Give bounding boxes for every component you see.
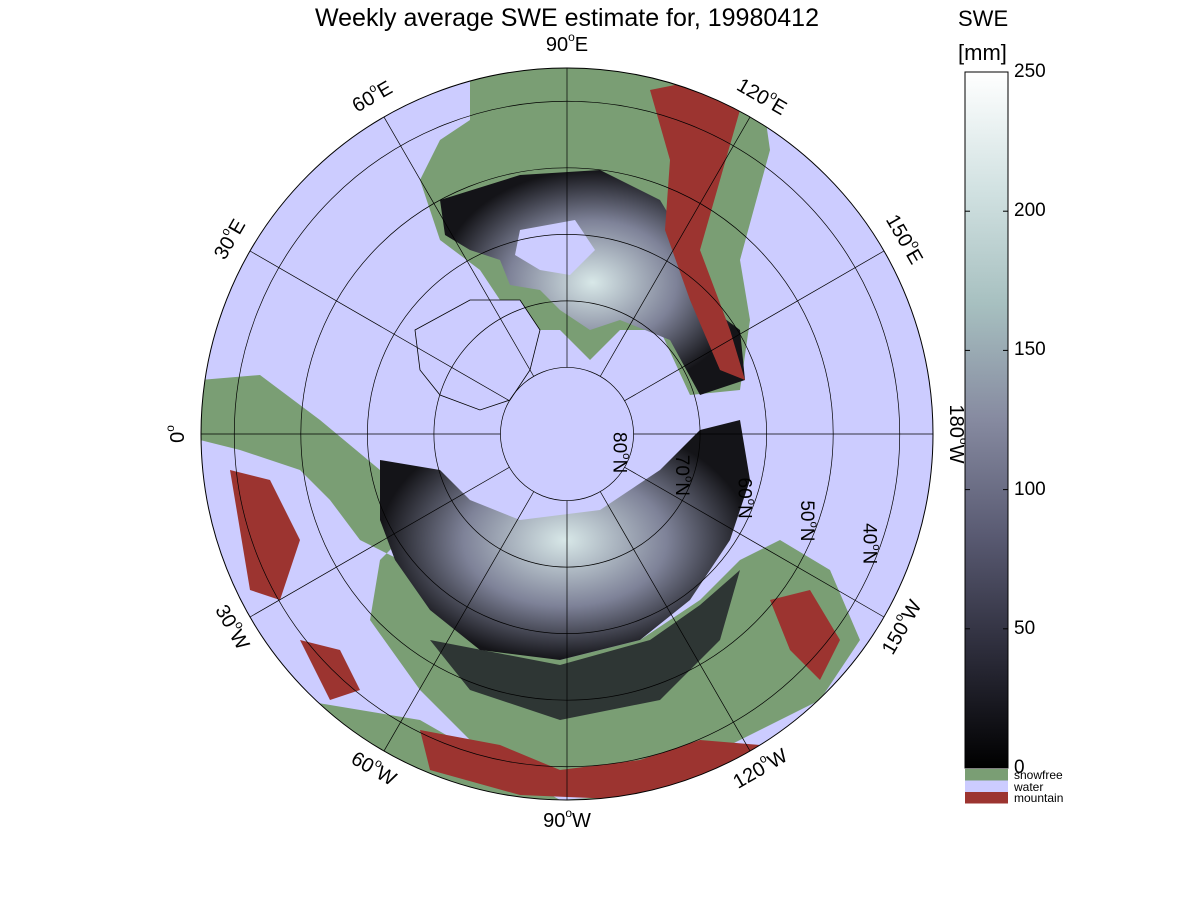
- longitude-label: 60oE: [347, 74, 397, 118]
- legend-label-water: water: [1014, 779, 1044, 794]
- colorbar-tick-label: 100: [1014, 478, 1046, 500]
- east-asia-mountains: [770, 590, 840, 680]
- legend-swatch-snowfree: [965, 769, 1008, 781]
- colorbar-tick-label: 250: [1014, 61, 1046, 82]
- longitude-label: 180oW: [945, 405, 971, 464]
- colorbar-title-line2: [mm]: [958, 40, 1007, 65]
- meridian-line: [599, 116, 751, 377]
- latitude-label: 60oN: [733, 478, 757, 519]
- hudson-bay: [515, 220, 595, 275]
- alps-mountains: [300, 640, 360, 700]
- scandes-mountains: [230, 470, 300, 600]
- colorbar-tick-label: 50: [1014, 617, 1036, 639]
- meridian-line: [383, 116, 535, 377]
- longitude-label: 30oE: [207, 214, 251, 264]
- eurasia-snow: [380, 420, 750, 660]
- europe-land: [201, 375, 860, 780]
- colorbar-tick-label: 150: [1014, 339, 1046, 361]
- meridian-line: [624, 466, 885, 618]
- chart-title: Weekly average SWE estimate for, 1998041…: [315, 4, 819, 32]
- latitude-label: 70oN: [671, 455, 695, 496]
- colorbar-legend: [965, 769, 1008, 804]
- map-border: [200, 67, 934, 801]
- colorbar-title-line1: SWE: [958, 6, 1009, 31]
- meridian-line: [624, 250, 885, 402]
- colorbar-tick-marks: [965, 71, 1008, 769]
- graticule: [201, 68, 933, 800]
- colorbar: [964, 71, 1009, 769]
- latitude-label: 40oN: [858, 523, 882, 564]
- meridian-line: [249, 466, 510, 618]
- latitude-label: 80oN: [608, 432, 632, 473]
- meridian-line: [599, 491, 751, 752]
- longitude-label: 0o: [163, 425, 189, 443]
- meridian-line: [383, 491, 535, 752]
- latitude-labels: 80oN 70oN 60oN 50oN 40oN: [608, 432, 882, 564]
- meridian-line: [249, 250, 510, 402]
- legend-label-mountain: mountain: [1014, 791, 1064, 805]
- longitude-label: 90oE: [546, 30, 588, 56]
- longitude-labels: 90oW120oW150oW180oW150oE120oE90oE60oE30o…: [163, 30, 971, 832]
- rocky-mountains: [650, 80, 745, 380]
- legend-swatch-water: [965, 780, 1008, 792]
- latitude-label: 50oN: [796, 500, 820, 541]
- colorbar-tick-label: 200: [1014, 200, 1046, 222]
- greenland: [414, 299, 541, 411]
- legend-swatch-mountain: [965, 792, 1008, 804]
- colorbar-tick-label: 0: [1014, 757, 1025, 778]
- longitude-label: 90oW: [543, 806, 591, 832]
- legend-label-snowfree: snowfree: [1014, 768, 1063, 782]
- central-asia-mountains: [420, 730, 760, 800]
